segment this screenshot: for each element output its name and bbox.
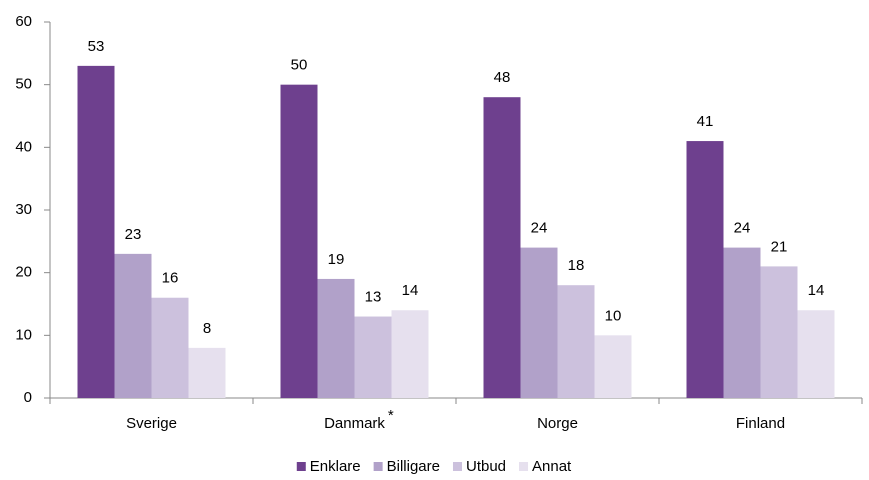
x-tick-label: Sverige	[126, 415, 177, 432]
x-tick-label: Finland	[736, 415, 785, 432]
legend-swatch	[373, 462, 383, 471]
value-label: 14	[402, 282, 419, 299]
bar	[594, 335, 632, 398]
value-label: 24	[531, 220, 548, 237]
bar	[77, 65, 115, 398]
bar	[280, 84, 318, 399]
bar	[151, 297, 189, 398]
bar	[723, 247, 761, 398]
value-label: 14	[808, 282, 825, 299]
x-tick-label: Norge	[537, 415, 578, 432]
value-label: 48	[494, 69, 511, 86]
legend-swatch	[452, 462, 462, 471]
y-tick-label: 0	[24, 389, 32, 406]
legend-label: Billigare	[387, 458, 440, 475]
value-label: 41	[697, 113, 714, 130]
bar	[760, 266, 798, 398]
value-label: 53	[88, 38, 105, 55]
bar	[317, 278, 355, 398]
value-label: 50	[291, 57, 308, 74]
bar	[114, 253, 152, 398]
legend-swatch	[519, 462, 529, 471]
y-tick-label: 50	[15, 76, 32, 93]
bar	[797, 310, 835, 398]
annotation: *	[388, 407, 394, 424]
y-tick-label: 40	[15, 138, 32, 155]
legend-swatch	[296, 462, 306, 471]
legend-label: Annat	[532, 458, 572, 475]
value-label: 23	[125, 226, 142, 243]
bar	[686, 141, 724, 399]
value-label: 24	[734, 220, 751, 237]
x-tick-label: Danmark	[324, 415, 385, 432]
value-label: 8	[203, 320, 211, 337]
bar	[391, 310, 429, 398]
value-label: 13	[365, 289, 382, 306]
value-label: 21	[771, 238, 788, 255]
y-tick-label: 10	[15, 326, 32, 343]
bar	[557, 285, 595, 398]
legend-label: Utbud	[466, 458, 506, 475]
y-tick-label: 60	[15, 13, 32, 30]
bar	[520, 247, 558, 398]
value-label: 10	[605, 307, 622, 324]
bar	[483, 97, 521, 398]
bar	[354, 316, 392, 398]
y-tick-label: 30	[15, 201, 32, 218]
y-tick-label: 20	[15, 264, 32, 281]
value-label: 18	[568, 257, 585, 274]
value-label: 19	[328, 251, 345, 268]
bar	[188, 347, 226, 398]
legend-label: Enklare	[310, 458, 361, 475]
value-label: 16	[162, 270, 179, 287]
